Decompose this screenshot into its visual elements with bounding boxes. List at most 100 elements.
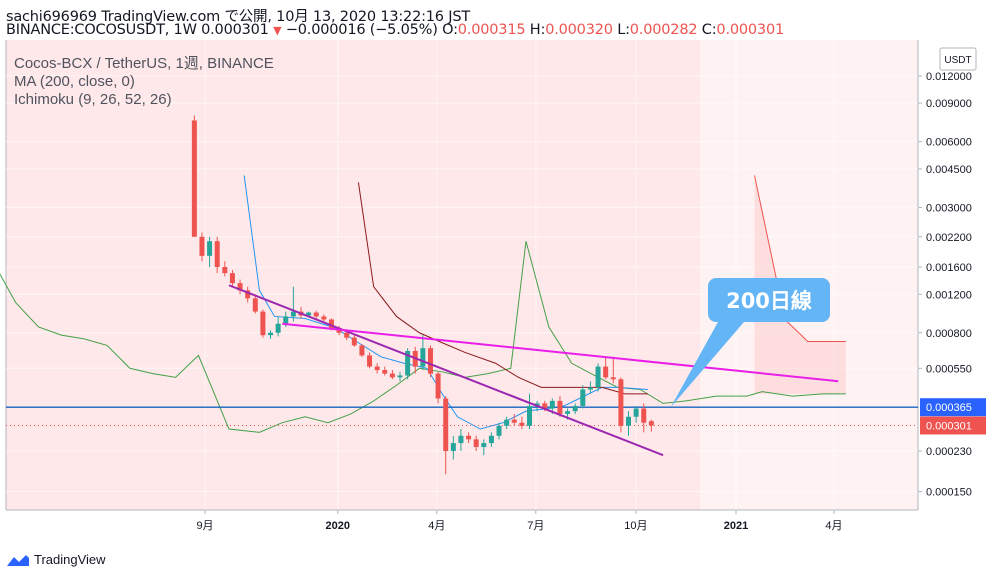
candle (633, 405, 639, 423)
candle-body (420, 348, 426, 367)
candle-body (367, 355, 373, 367)
candle-body (641, 408, 647, 423)
candle (199, 232, 205, 262)
price-tick-label: 0.000800 (926, 328, 972, 340)
price-tick-label: 0.002200 (926, 232, 972, 244)
price-tick-label: 0.006000 (926, 137, 972, 149)
candle-body (275, 323, 281, 333)
price-chart[interactable]: 0.012000 0.009000 0.006000 0.004500 0.003000… (0, 40, 1006, 546)
candle (229, 270, 235, 287)
price-tick-label: 0.001200 (926, 289, 972, 301)
candle (245, 286, 251, 303)
candle-body (542, 403, 548, 409)
price-label-box (920, 398, 986, 417)
candle (427, 345, 433, 378)
candle-body (344, 332, 350, 338)
candle-body (359, 345, 365, 356)
price-axis-background (918, 40, 1006, 510)
ohlc-line: BINANCE:COCOSUSDT, 1W 0.000301 ▼ −0.0000… (6, 22, 784, 38)
candle (626, 411, 632, 436)
low-value: 0.000282 (629, 22, 698, 38)
legend-title: Cocos-BCX / TetherUS, 1週, BINANCE (14, 55, 274, 72)
candle-body (488, 435, 494, 444)
legend-ma: MA (200, close, 0) (14, 73, 135, 90)
price-tick-label: 0.000550 (926, 363, 972, 375)
candle (526, 393, 532, 430)
candle-body (405, 351, 411, 376)
candle (580, 385, 586, 409)
candle (191, 115, 197, 237)
candle-body (603, 366, 609, 378)
price-axis[interactable]: 0.012000 0.009000 0.006000 0.004500 0.003000… (918, 71, 986, 499)
price-tick-label: 0.004500 (926, 164, 972, 176)
currency-box: USDT (939, 47, 977, 71)
candle (260, 309, 266, 338)
price-tick-label: 0.000230 (926, 446, 972, 458)
candle-body (587, 387, 593, 390)
candle-body (268, 332, 274, 336)
candle-body (526, 405, 532, 426)
candle-body (633, 408, 639, 417)
candle-body (496, 425, 502, 436)
candle (587, 381, 593, 394)
callout-text: 200日線 (726, 289, 812, 313)
chikou-span-line (0, 241, 846, 433)
candle (504, 416, 510, 430)
time-axis[interactable]: 9月 2020 4月 7月 10月 2021 4月 (196, 510, 842, 532)
price-tick-label: 0.003000 (926, 202, 972, 214)
candle-body (549, 400, 555, 409)
legend: Cocos-BCX / TetherUS, 1週, BINANCE MA (20… (14, 55, 274, 108)
tenkan-sen-line (243, 175, 648, 430)
candle (275, 316, 281, 337)
candle (610, 358, 616, 384)
candle-body (321, 316, 327, 320)
price-tick-label: 0.001600 (926, 262, 972, 274)
price-tick-label: 0.009000 (926, 98, 972, 110)
change-value: −0.000016 (−5.05%) (285, 22, 438, 38)
trendline-purple (228, 284, 664, 457)
candle-body (534, 403, 540, 406)
candle-body (245, 290, 251, 299)
close-value: 0.000301 (716, 22, 785, 38)
candle-body (214, 241, 220, 267)
callout-pointer (670, 322, 744, 408)
candle (473, 435, 479, 451)
time-tick-label: 10月 (624, 520, 647, 532)
candle-body (237, 283, 243, 291)
candle-body (481, 443, 487, 447)
candle-body (351, 337, 357, 346)
down-arrow-icon: ▼ (273, 24, 282, 37)
candle (397, 371, 403, 382)
candle (374, 363, 380, 374)
candle-body (328, 319, 334, 329)
tradingview-brand: TradingView (34, 552, 106, 567)
candle (321, 314, 327, 322)
candle-body (397, 375, 403, 378)
candle-body (610, 377, 616, 380)
candle-body (306, 312, 312, 316)
candle-body (648, 421, 654, 426)
candle (344, 331, 350, 341)
tradingview-logo[interactable]: TradingView (6, 552, 106, 567)
senkou-span-b-line (754, 175, 846, 342)
candle-body (450, 443, 456, 451)
candle (443, 396, 449, 475)
candle (222, 261, 228, 277)
publish-info: sachi696969 TradingView.com で公開, 10月 13,… (6, 9, 470, 25)
candle (207, 236, 213, 267)
time-tick-label: 2021 (724, 520, 748, 532)
candle (481, 439, 487, 456)
future-zone (700, 40, 918, 510)
candle-body (473, 439, 479, 447)
candle (488, 432, 494, 447)
candle (557, 396, 563, 417)
candle (313, 310, 319, 319)
candle (405, 348, 411, 380)
trendlines (228, 284, 839, 457)
candle (572, 403, 578, 414)
footer: TradingView (0, 546, 1006, 578)
candle (618, 377, 624, 433)
ichimoku-cloud (754, 175, 846, 394)
symbol-info: BINANCE:COCOSUSDT, 1W 0.000301 (6, 22, 269, 38)
time-axis-background (0, 510, 1006, 546)
